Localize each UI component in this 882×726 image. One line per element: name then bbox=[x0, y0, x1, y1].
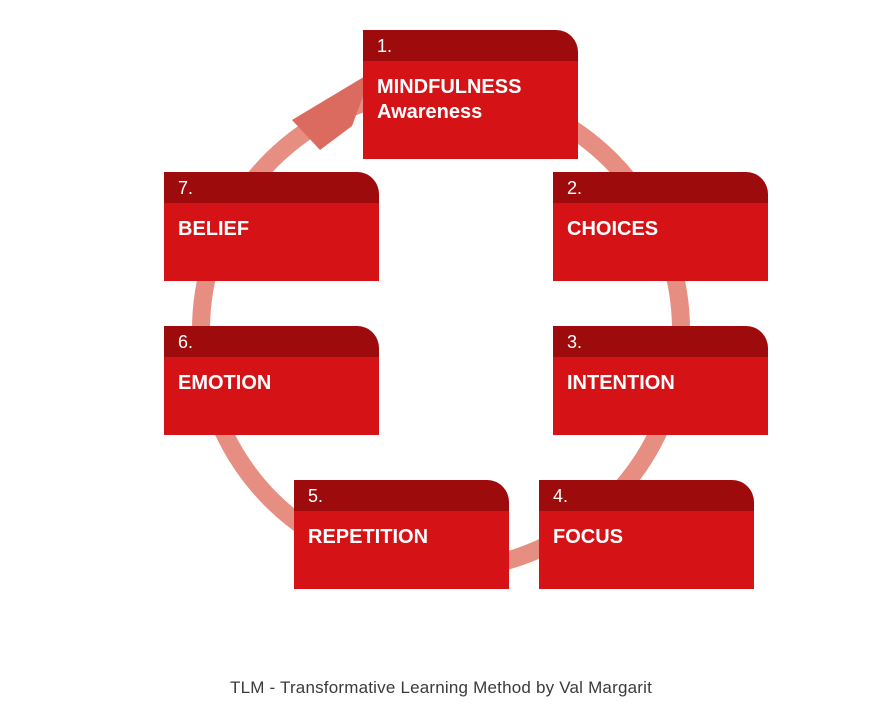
node-4-focus: 4. FOCUS bbox=[539, 480, 754, 589]
node-3-number: 3. bbox=[553, 326, 768, 357]
node-1-number: 1. bbox=[363, 30, 578, 61]
node-6-emotion: 6. EMOTION bbox=[164, 326, 379, 435]
node-3-intention: 3. INTENTION bbox=[553, 326, 768, 435]
node-7-body: BELIEF bbox=[164, 203, 379, 281]
node-4-title: FOCUS bbox=[553, 525, 740, 550]
diagram-canvas: 1. MINDFULNESS Awareness 2. CHOICES 3. I… bbox=[0, 0, 882, 726]
node-5-title: REPETITION bbox=[308, 525, 495, 550]
node-6-number: 6. bbox=[164, 326, 379, 357]
node-2-number: 2. bbox=[553, 172, 768, 203]
node-3-body: INTENTION bbox=[553, 357, 768, 435]
node-6-title: EMOTION bbox=[178, 371, 365, 396]
node-2-body: CHOICES bbox=[553, 203, 768, 281]
diagram-caption: TLM - Transformative Learning Method by … bbox=[0, 678, 882, 698]
node-6-body: EMOTION bbox=[164, 357, 379, 435]
node-4-body: FOCUS bbox=[539, 511, 754, 589]
node-7-belief: 7. BELIEF bbox=[164, 172, 379, 281]
node-5-number: 5. bbox=[294, 480, 509, 511]
node-1-title: MINDFULNESS bbox=[377, 75, 564, 100]
node-7-number: 7. bbox=[164, 172, 379, 203]
node-4-number: 4. bbox=[539, 480, 754, 511]
node-2-choices: 2. CHOICES bbox=[553, 172, 768, 281]
node-1-mindfulness: 1. MINDFULNESS Awareness bbox=[363, 30, 578, 159]
node-5-repetition: 5. REPETITION bbox=[294, 480, 509, 589]
node-3-title: INTENTION bbox=[567, 371, 754, 396]
node-7-title: BELIEF bbox=[178, 217, 365, 242]
node-1-subtitle: Awareness bbox=[377, 100, 564, 125]
node-2-title: CHOICES bbox=[567, 217, 754, 242]
node-1-body: MINDFULNESS Awareness bbox=[363, 61, 578, 159]
node-5-body: REPETITION bbox=[294, 511, 509, 589]
